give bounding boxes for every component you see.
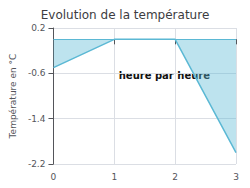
svg-text:0.2: 0.2	[31, 23, 45, 33]
svg-text:3: 3	[233, 172, 239, 182]
svg-text:Température en °C: Température en °C	[8, 54, 18, 140]
svg-text:Evolution de la température: Evolution de la température	[41, 8, 210, 22]
svg-text:-2.2: -2.2	[28, 159, 46, 169]
svg-text:-0.6: -0.6	[28, 68, 46, 78]
svg-text:1: 1	[111, 172, 117, 182]
svg-text:heure par heure: heure par heure	[118, 69, 210, 81]
svg-text:2: 2	[172, 172, 178, 182]
svg-text:0: 0	[51, 172, 57, 182]
svg-text:-1.4: -1.4	[28, 114, 46, 124]
